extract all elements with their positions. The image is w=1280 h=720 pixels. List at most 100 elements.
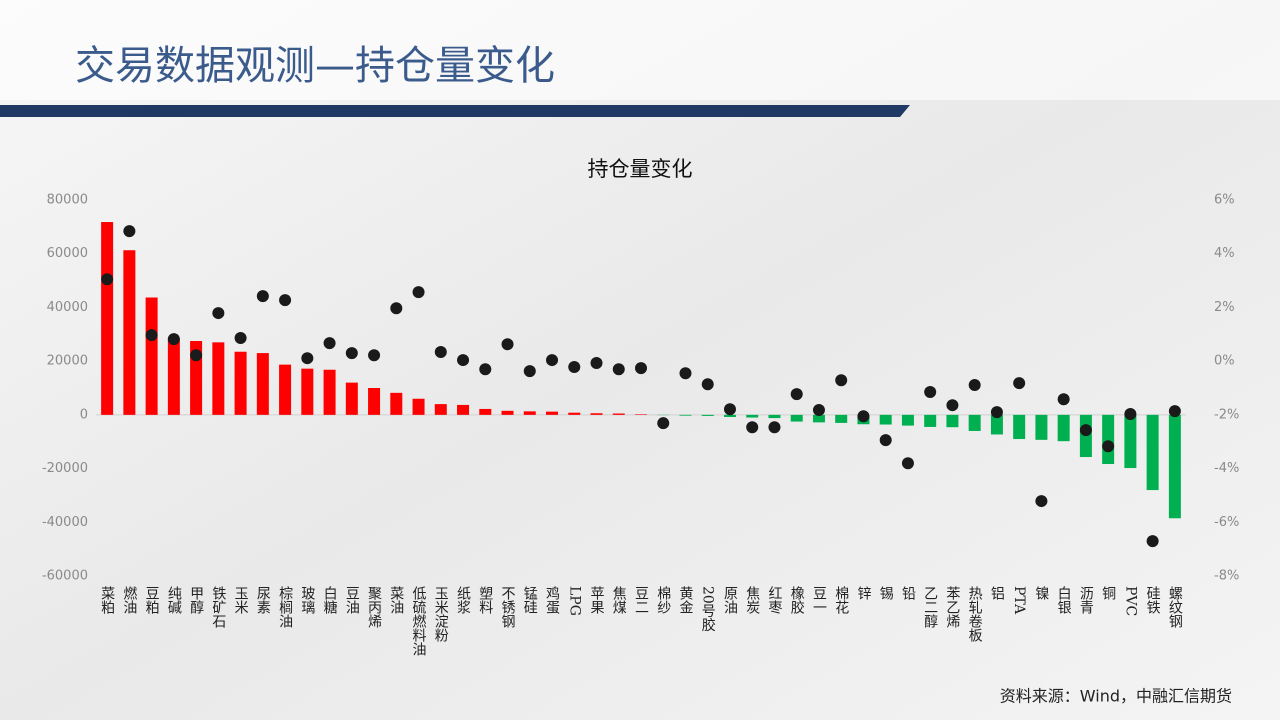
x-tick-label: 鸡蛋 [544,585,560,615]
x-tick-label: 铁矿石 [210,586,226,628]
x-tick-label: 热轧卷板 [967,586,983,642]
x-tick-label: 20号胶 [700,586,716,633]
bar [167,338,180,415]
bar [323,369,336,415]
bar [434,404,447,415]
dot [946,399,959,412]
x-tick-label: 菜油 [388,586,404,614]
x-tick-label: 豆一 [811,586,827,614]
dot [279,294,292,307]
chart-title: 持仓量变化 [588,157,693,181]
bar [212,342,225,415]
bar [790,414,803,422]
bar [145,297,158,415]
x-tick-label: 玉米 [233,586,249,614]
bar [968,414,981,431]
y2-tick-label: 0% [1214,354,1235,369]
x-tick-label: 低硫燃料油 [411,586,427,656]
dot [479,363,492,376]
x-tick-label: 甲醇 [188,586,204,614]
y-tick-label: -20000 [42,461,88,476]
x-tick-label: 塑料 [477,586,493,614]
header-band [0,105,910,117]
x-tick-label: LPG [566,586,582,616]
x-tick-label: 黄金 [677,585,693,614]
x-tick-label: 豆二 [633,586,649,614]
dot [1102,440,1115,453]
bar [279,364,292,415]
bar [234,351,247,415]
x-tick-label: 铝 [989,586,1005,600]
dot [568,361,581,374]
y2-tick-label: -6% [1214,515,1239,530]
bar [768,414,781,419]
x-tick-label: PVC [1122,586,1138,616]
bar [256,353,269,415]
x-tick-label: 不锈钢 [500,586,516,629]
x-tick-label: 沥青 [1078,586,1094,614]
dot [1035,495,1048,508]
bar [1168,414,1181,519]
x-tick-label: 棉花 [833,585,849,615]
dot [523,365,536,378]
bar [390,392,403,415]
dot [1124,408,1137,421]
dot [990,406,1003,419]
dot [1146,535,1159,548]
x-tick-label: 玻璃 [299,586,315,614]
dot [835,374,848,387]
x-tick-label: 橡胶 [789,586,805,615]
dot [1057,393,1070,406]
bar [946,414,959,428]
y2-tick-label: 2% [1214,300,1235,315]
y-tick-label: 40000 [47,300,88,315]
bar [368,388,381,415]
bar [835,414,848,423]
bar [345,382,358,415]
dot [612,363,625,376]
source-note: 资料来源：Wind，中融汇信期货 [1000,687,1232,706]
x-tick-label: 纯碱 [166,586,182,614]
x-tick-label: 锌 [855,586,871,600]
dot [501,338,514,351]
dot [901,457,914,470]
bar [1102,414,1115,465]
y-tick-label: 80000 [47,193,88,208]
x-tick-label: 纸浆 [455,586,471,614]
dot [323,337,336,350]
bar [924,414,937,427]
x-tick-label: 原油 [722,586,738,614]
dot [1013,377,1026,390]
x-tick-label: 焦煤 [611,586,627,614]
bar [901,414,914,426]
bar [812,414,825,423]
x-tick-label: PTA [1011,586,1027,615]
x-tick-label: 铜 [1100,586,1116,601]
x-tick-label: 铅 [900,586,916,600]
bar [990,414,1003,435]
y2-tick-label: -2% [1214,407,1239,422]
dot [879,434,892,447]
dot [1079,424,1092,437]
dot [256,290,269,303]
dot [190,349,203,362]
bar [1146,414,1159,491]
dot [390,302,403,315]
x-tick-label: 锡 [878,586,894,600]
dot [657,417,670,430]
dot [434,346,447,359]
x-tick-label: 硅铁 [1145,586,1161,614]
bar [1013,414,1026,440]
bar [123,250,136,415]
dot [546,354,559,367]
x-tick-label: 尿素 [255,586,271,614]
x-tick-label: 燃油 [121,585,137,614]
dot [590,357,603,370]
x-tick-label: 豆粕 [144,586,160,614]
bar [879,414,892,425]
x-tick-label: 苹果 [589,586,605,614]
dot [812,404,825,417]
y-tick-label: 20000 [47,354,88,369]
dot [924,386,937,399]
bar [568,412,581,415]
